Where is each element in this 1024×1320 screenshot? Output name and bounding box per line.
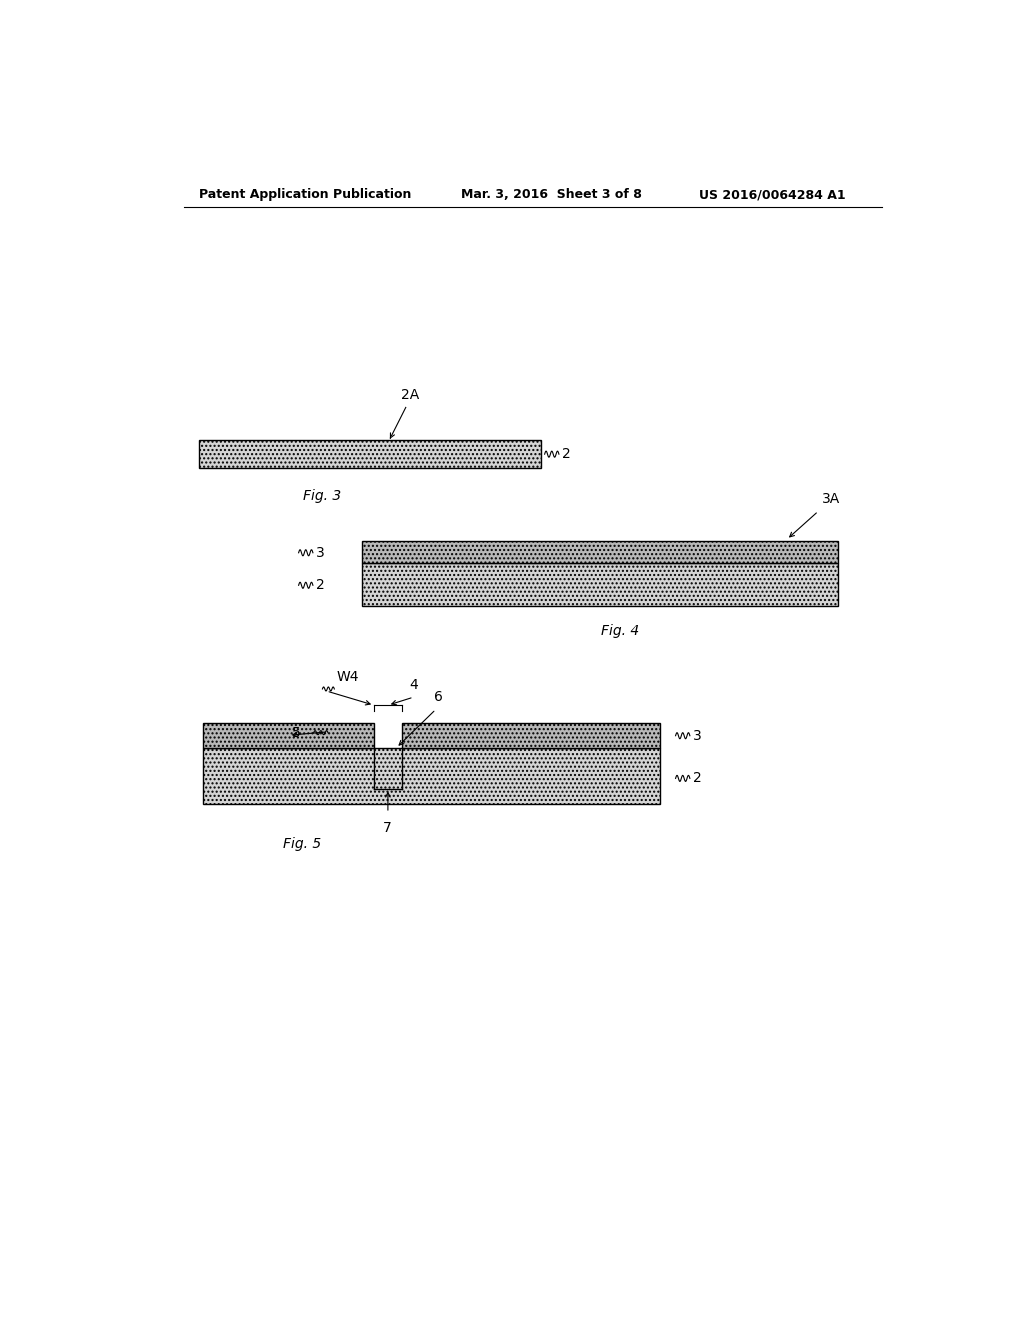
Bar — [204, 748, 659, 804]
Text: W4: W4 — [337, 669, 359, 684]
Text: US 2016/0064284 A1: US 2016/0064284 A1 — [699, 189, 846, 202]
Text: Fig. 4: Fig. 4 — [601, 624, 639, 638]
Text: 3: 3 — [693, 729, 701, 743]
Bar — [362, 541, 839, 562]
Text: 3: 3 — [316, 545, 325, 560]
Text: 6: 6 — [433, 690, 442, 704]
Text: 2: 2 — [316, 578, 325, 593]
Text: 4: 4 — [410, 678, 419, 692]
Bar — [362, 562, 839, 606]
Bar — [204, 722, 374, 748]
Text: Patent Application Publication: Patent Application Publication — [200, 189, 412, 202]
Text: Fig. 3: Fig. 3 — [303, 488, 342, 503]
Text: 2: 2 — [562, 447, 570, 461]
Bar — [401, 722, 659, 748]
Bar — [200, 440, 541, 469]
Text: 5: 5 — [292, 726, 301, 739]
Text: 2A: 2A — [400, 388, 419, 403]
Text: 3A: 3A — [822, 492, 841, 506]
Text: Fig. 5: Fig. 5 — [284, 837, 322, 851]
Text: 2: 2 — [693, 771, 701, 785]
Text: 7: 7 — [383, 821, 392, 836]
Text: Mar. 3, 2016  Sheet 3 of 8: Mar. 3, 2016 Sheet 3 of 8 — [461, 189, 642, 202]
